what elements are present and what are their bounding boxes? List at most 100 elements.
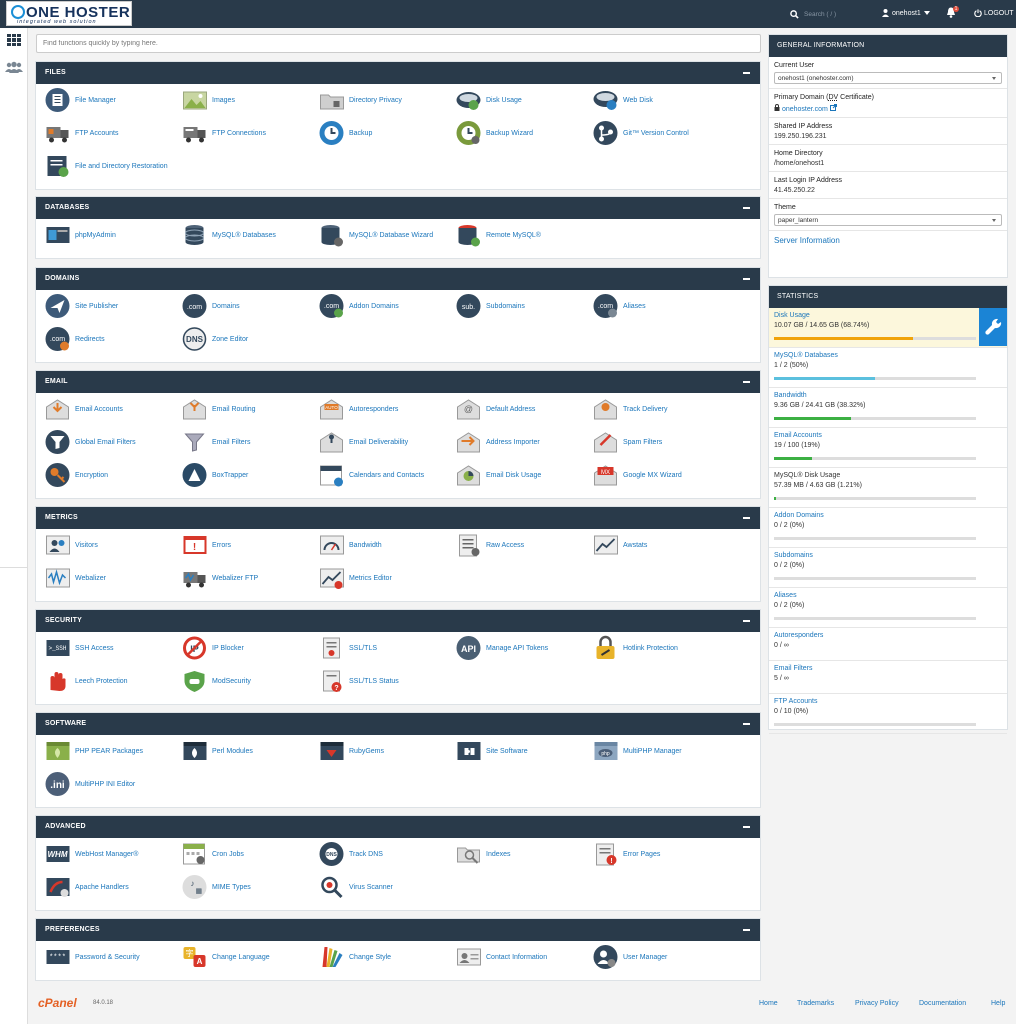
site-software-link[interactable]: Site Software — [455, 738, 592, 764]
section-header[interactable]: FILES — [36, 62, 760, 84]
collapse-icon[interactable] — [743, 723, 750, 725]
wrench-icon[interactable] — [979, 308, 1007, 346]
cron-jobs-link[interactable]: Cron Jobs — [181, 841, 318, 867]
metrics-editor-link[interactable]: Metrics Editor — [318, 565, 455, 591]
directory-privacy-link[interactable]: Directory Privacy — [318, 87, 455, 113]
collapse-icon[interactable] — [743, 72, 750, 74]
awstats-link[interactable]: Awstats — [592, 532, 729, 558]
collapse-icon[interactable] — [743, 381, 750, 383]
email-filters-link[interactable]: Email Filters — [181, 429, 318, 455]
stat-bandwidth[interactable]: Bandwidth 9.36 GB / 24.41 GB (38.32%) — [769, 388, 1007, 428]
file-manager-link[interactable]: File Manager — [44, 87, 181, 113]
phpmyadmin-link[interactable]: phpMyAdmin — [44, 222, 181, 248]
stat-ftp-accounts[interactable]: FTP Accounts 0 / 10 (0%) — [769, 694, 1007, 734]
email-deliverability-link[interactable]: Email Deliverability — [318, 429, 455, 455]
contact-info-link[interactable]: Contact Information — [455, 944, 592, 970]
section-header[interactable]: EMAIL — [36, 371, 760, 393]
password-link[interactable]: **** Password & Security — [44, 944, 181, 970]
email-accounts-link[interactable]: Email Accounts — [44, 396, 181, 422]
indexes-link[interactable]: Indexes — [455, 841, 592, 867]
footer-link-help[interactable]: Help — [991, 1000, 1006, 1007]
logout-button[interactable]: LOGOUT — [974, 9, 1014, 17]
collapse-icon[interactable] — [743, 517, 750, 519]
ftp-connections-link[interactable]: FTP Connections — [181, 120, 318, 146]
redirects-link[interactable]: .com Redirects — [44, 326, 181, 352]
images-link[interactable]: Images — [181, 87, 318, 113]
api-tokens-link[interactable]: API Manage API Tokens — [455, 635, 592, 661]
ip-blocker-link[interactable]: IP IP Blocker — [181, 635, 318, 661]
backup-wizard-link[interactable]: Backup Wizard — [455, 120, 592, 146]
visitors-link[interactable]: Visitors — [44, 532, 181, 558]
track-delivery-link[interactable]: Track Delivery — [592, 396, 729, 422]
stat-mysql-disk-usage[interactable]: MySQL® Disk Usage 57.39 MB / 4.63 GB (1.2… — [769, 468, 1007, 508]
spam-filters-link[interactable]: Spam Filters — [592, 429, 729, 455]
collapse-icon[interactable] — [743, 826, 750, 828]
bandwidth-link[interactable]: Bandwidth — [318, 532, 455, 558]
section-header[interactable]: ADVANCED — [36, 816, 760, 838]
stat-aliases[interactable]: Aliases 0 / 2 (0%) — [769, 588, 1007, 628]
mysql-wizard-link[interactable]: MySQL® Database Wizard — [318, 222, 455, 248]
raw-access-link[interactable]: Raw Access — [455, 532, 592, 558]
calendars-link[interactable]: Calendars and Contacts — [318, 462, 455, 488]
external-link-icon[interactable] — [829, 104, 837, 111]
section-header[interactable]: PREFERENCES — [36, 919, 760, 941]
stat-addon-domains[interactable]: Addon Domains 0 / 2 (0%) — [769, 508, 1007, 548]
ssh-access-link[interactable]: >_SSH SSH Access — [44, 635, 181, 661]
stat-email-accounts[interactable]: Email Accounts 19 / 100 (19%) — [769, 428, 1007, 468]
theme-select[interactable]: paper_lantern — [774, 214, 1002, 226]
error-pages-link[interactable]: ! Error Pages — [592, 841, 729, 867]
global-filters-link[interactable]: Global Email Filters — [44, 429, 181, 455]
webalizer-link[interactable]: Webalizer — [44, 565, 181, 591]
zone-editor-link[interactable]: DNS Zone Editor — [181, 326, 318, 352]
ftp-accounts-link[interactable]: FTP Accounts — [44, 120, 181, 146]
primary-domain-link[interactable]: onehoster.com — [781, 106, 828, 113]
stat-disk-usage[interactable]: Disk Usage 10.07 GB / 14.65 GB (68.74%) — [769, 308, 1007, 348]
domains-link[interactable]: .com Domains — [181, 293, 318, 319]
stat-subdomains[interactable]: Subdomains 0 / 2 (0%) — [769, 548, 1007, 588]
errors-link[interactable]: ! Errors — [181, 532, 318, 558]
git-link[interactable]: Git™ Version Control — [592, 120, 729, 146]
mysql-databases-link[interactable]: MySQL® Databases — [181, 222, 318, 248]
change-style-link[interactable]: Change Style — [318, 944, 455, 970]
remote-mysql-link[interactable]: Remote MySQL® — [455, 222, 592, 248]
file-restoration-link[interactable]: File and Directory Restoration — [44, 153, 181, 179]
collapse-icon[interactable] — [743, 620, 750, 622]
multiphp-manager-link[interactable]: php MultiPHP Manager — [592, 738, 729, 764]
default-address-link[interactable]: @ Default Address — [455, 396, 592, 422]
modsecurity-link[interactable]: ModSecurity — [181, 668, 318, 694]
users-icon[interactable] — [5, 61, 23, 73]
brand-logo[interactable]: ONE HOSTER integrated web solution — [6, 1, 132, 26]
user-manager-link[interactable]: User Manager — [592, 944, 729, 970]
collapse-icon[interactable] — [743, 929, 750, 931]
ssl-status-link[interactable]: ? SSL/TLS Status — [318, 668, 455, 694]
server-information-link[interactable]: Server Information — [774, 236, 840, 245]
hotlink-protection-link[interactable]: Hotlink Protection — [592, 635, 729, 661]
section-header[interactable]: SOFTWARE — [36, 713, 760, 735]
apache-handlers-link[interactable]: Apache Handlers — [44, 874, 181, 900]
apps-grid-icon[interactable] — [7, 34, 21, 46]
mime-types-link[interactable]: ♪ ▦ MIME Types — [181, 874, 318, 900]
user-menu[interactable]: onehost1 — [882, 9, 930, 17]
section-header[interactable]: METRICS — [36, 507, 760, 529]
section-header[interactable]: SECURITY — [36, 610, 760, 632]
backup-link[interactable]: Backup — [318, 120, 455, 146]
stat-mysql-databases[interactable]: MySQL® Databases 1 / 2 (50%) — [769, 348, 1007, 388]
quick-search-input[interactable] — [36, 34, 761, 53]
autoresponders-link[interactable]: AUTO Autoresponders — [318, 396, 455, 422]
top-search[interactable]: Search ( / ) — [790, 8, 836, 20]
perl-modules-link[interactable]: Perl Modules — [181, 738, 318, 764]
ssl-tls-link[interactable]: SSL/TLS — [318, 635, 455, 661]
webalizer-ftp-link[interactable]: Webalizer FTP — [181, 565, 318, 591]
footer-link-documentation[interactable]: Documentation — [919, 1000, 967, 1007]
google-mx-link[interactable]: MX Google MX Wizard — [592, 462, 729, 488]
footer-link-trademarks[interactable]: Trademarks — [797, 1000, 835, 1007]
section-header[interactable]: DATABASES — [36, 197, 760, 219]
section-header[interactable]: DOMAINS — [36, 268, 760, 290]
disk-usage-link[interactable]: Disk Usage — [455, 87, 592, 113]
site-publisher-link[interactable]: Site Publisher — [44, 293, 181, 319]
address-importer-link[interactable]: Address Importer — [455, 429, 592, 455]
change-language-link[interactable]: 字 A Change Language — [181, 944, 318, 970]
whm-link[interactable]: WHM WebHost Manager® — [44, 841, 181, 867]
track-dns-link[interactable]: DNS Track DNS — [318, 841, 455, 867]
virus-scanner-link[interactable]: Virus Scanner — [318, 874, 455, 900]
